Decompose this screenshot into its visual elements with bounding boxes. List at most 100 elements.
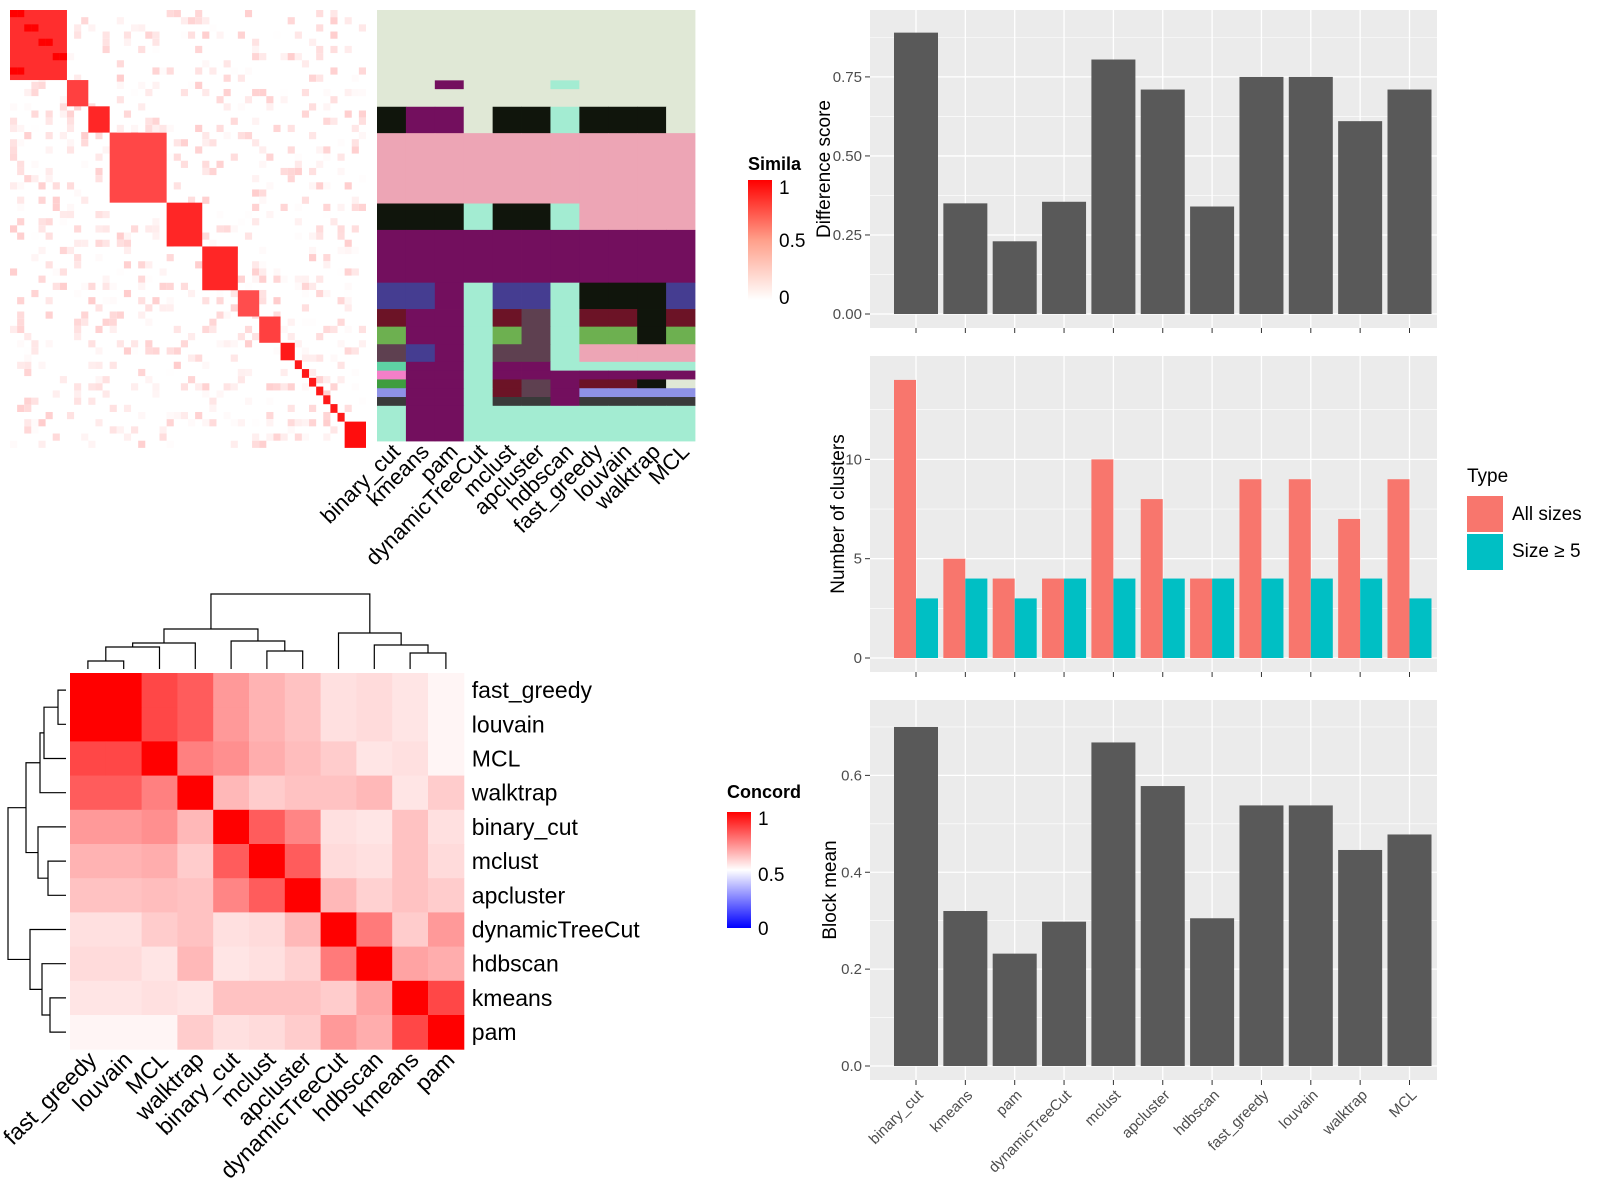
similarity-cell — [195, 67, 203, 75]
similarity-cell — [188, 17, 196, 25]
similarity-cell — [237, 275, 245, 283]
similarity-cell — [323, 289, 331, 298]
similarity-cell — [223, 74, 231, 82]
similarity-cell — [173, 411, 181, 420]
cluster-cell — [579, 229, 609, 284]
cluster-cell — [377, 397, 407, 407]
similarity-cell — [95, 376, 103, 384]
cluster-cell — [463, 344, 494, 363]
concordance-cell — [392, 878, 429, 913]
similarity-cell — [273, 124, 281, 133]
concordance-cell — [177, 673, 214, 708]
similarity-cell — [95, 210, 103, 219]
similarity-cell — [344, 17, 352, 25]
bar-pam — [992, 241, 1037, 314]
similarity-cell — [252, 218, 260, 226]
similarity-cell — [10, 67, 18, 75]
concordance-cell — [392, 707, 429, 742]
similarity-cell — [309, 74, 317, 82]
concordance-cell — [213, 1015, 250, 1050]
similarity-cell — [59, 110, 67, 118]
cluster-cell — [608, 133, 638, 204]
concordance-legend-tick-1: 1 — [758, 809, 769, 830]
similarity-cell — [145, 376, 153, 384]
similarity-cell — [17, 404, 25, 412]
cluster-cell — [405, 203, 436, 231]
similarity-cell — [294, 282, 302, 290]
similarity-cell — [180, 383, 188, 391]
similarity-cell — [223, 132, 231, 140]
similarity-cell — [344, 246, 352, 255]
cluster-cell — [377, 388, 407, 398]
concordance-cell — [177, 980, 214, 1016]
cluster-cell — [521, 361, 551, 372]
cluster-cell — [579, 133, 609, 204]
similarity-cell — [316, 74, 324, 82]
similarity-cell — [95, 153, 103, 161]
similarity-cell — [216, 289, 224, 298]
dendrogram-link — [266, 650, 304, 669]
similarity-cell — [323, 433, 331, 441]
concordance-cell — [105, 809, 143, 845]
similarity-cell — [31, 289, 39, 298]
concordance-cell — [428, 707, 465, 742]
similarity-cell — [337, 153, 345, 161]
concordance-cell — [320, 980, 357, 1016]
similarity-cell — [216, 340, 224, 348]
similarity-cell — [259, 297, 267, 305]
concordance-cell — [356, 775, 393, 811]
bar-apcluster — [1140, 89, 1185, 314]
cluster-cell — [434, 203, 465, 231]
similarity-cell — [31, 24, 39, 32]
similarity-cell — [259, 246, 267, 255]
similarity-cell — [266, 433, 274, 441]
similarity-cell — [116, 340, 124, 348]
similarity-cell — [330, 96, 338, 104]
similarity-cell — [337, 232, 345, 240]
similarity-cell — [252, 175, 260, 183]
similarity-cell — [266, 96, 274, 104]
similarity-cell — [216, 96, 224, 104]
cluster-cell — [405, 229, 436, 284]
similarity-cell — [38, 440, 46, 448]
similarity-cell — [244, 397, 253, 405]
cluster-cell — [405, 379, 436, 389]
similarity-cell — [52, 268, 60, 276]
cluster-cell — [666, 388, 696, 398]
concordance-cell — [356, 844, 393, 879]
cluster-cell — [405, 326, 436, 345]
cluster-cell — [666, 106, 696, 134]
similarity-cell — [216, 297, 224, 305]
similarity-cell — [188, 81, 196, 89]
similarity-cell — [223, 88, 231, 97]
similarity-cell — [102, 297, 110, 305]
similarity-cell — [266, 182, 274, 190]
dendrogram-link — [47, 860, 66, 896]
cluster-cell — [492, 370, 522, 380]
cluster-cell — [637, 370, 667, 380]
cluster-cell — [405, 370, 436, 380]
row-label-fast_greedy: fast_greedy — [472, 677, 593, 703]
similarity-cell — [102, 210, 110, 219]
similarity-cell — [59, 132, 67, 140]
similarity-cell — [152, 45, 160, 54]
similarity-cell — [301, 383, 310, 391]
similarity-cell — [216, 311, 224, 319]
similarity-cell — [309, 132, 317, 140]
bar-size-ge-5-binary_cut — [916, 598, 938, 658]
cluster-cell — [405, 80, 436, 90]
similarity-cell — [45, 340, 53, 348]
cluster-cell — [550, 344, 580, 363]
concordance-cell — [177, 912, 214, 948]
x-tick-label-MCL: MCL — [1386, 1087, 1420, 1121]
similarity-cell — [287, 17, 295, 25]
row-label-mclust: mclust — [472, 848, 539, 874]
cluster-cell — [405, 361, 436, 372]
similarity-block — [259, 316, 281, 343]
similarity-cell — [10, 146, 18, 154]
cluster-cell — [463, 133, 494, 204]
similarity-cell — [323, 117, 331, 125]
similarity-cell — [244, 210, 253, 219]
concordance-cell — [70, 775, 107, 811]
similarity-cell — [24, 347, 32, 355]
